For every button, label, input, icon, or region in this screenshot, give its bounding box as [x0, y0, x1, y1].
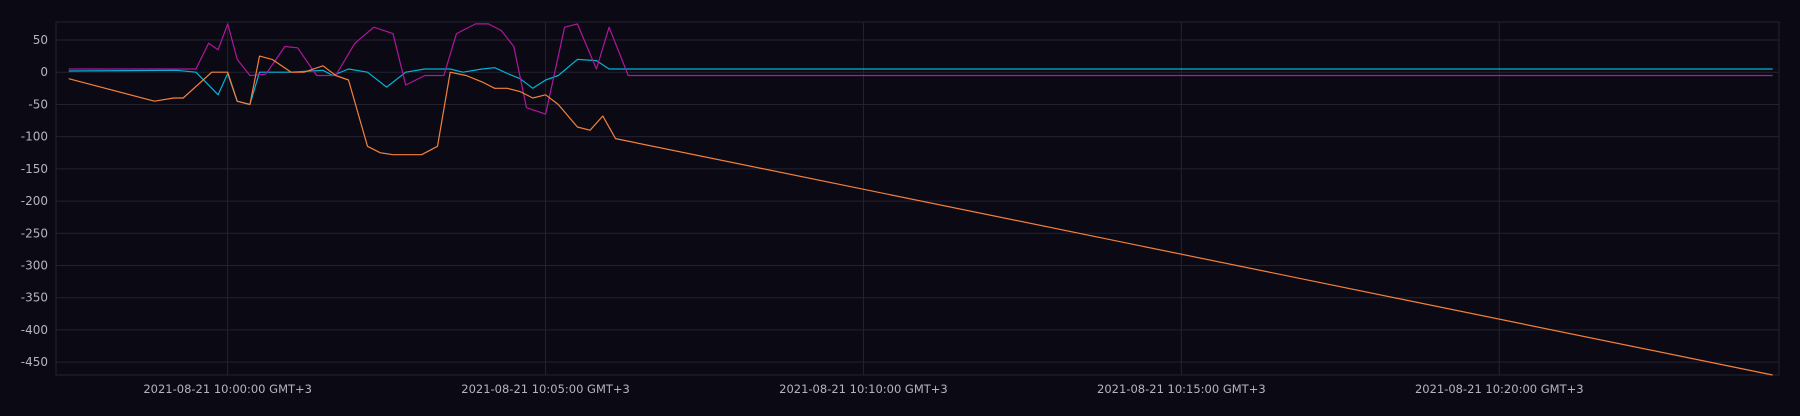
- plot-area-border: [55, 21, 1780, 376]
- x-tick-label: 2021-08-21 10:05:00 GMT+3: [461, 382, 630, 396]
- grid: [55, 21, 1780, 376]
- y-tick-label: -250: [21, 226, 48, 240]
- y-tick-label: -150: [21, 162, 48, 176]
- y-tick-label: -300: [21, 258, 48, 272]
- series-line-3: [68, 55, 1773, 376]
- y-tick-label: -350: [21, 291, 48, 305]
- y-tick-label: -200: [21, 194, 48, 208]
- series-line-2: [68, 23, 1773, 115]
- x-tick-label: 2021-08-21 10:10:00 GMT+3: [779, 382, 948, 396]
- x-axis-tick-labels: 2021-08-21 10:00:00 GMT+3 2021-08-21 10:0…: [143, 382, 1583, 396]
- y-tick-label: 50: [33, 33, 48, 47]
- series-lines: [68, 23, 1773, 376]
- x-tick-label: 2021-08-21 10:00:00 GMT+3: [143, 382, 312, 396]
- y-tick-label: -100: [21, 130, 48, 144]
- y-tick-label: -400: [21, 323, 48, 337]
- y-tick-label: 0: [40, 65, 48, 79]
- y-tick-label: -450: [21, 355, 48, 369]
- x-tick-label: 2021-08-21 10:15:00 GMT+3: [1097, 382, 1266, 396]
- y-tick-label: -50: [28, 97, 48, 111]
- y-axis-tick-labels: 50 0 -50 -100 -150 -200 -250 -300 -350 -400 -450: [21, 33, 48, 369]
- x-tick-label: 2021-08-21 10:20:00 GMT+3: [1415, 382, 1584, 396]
